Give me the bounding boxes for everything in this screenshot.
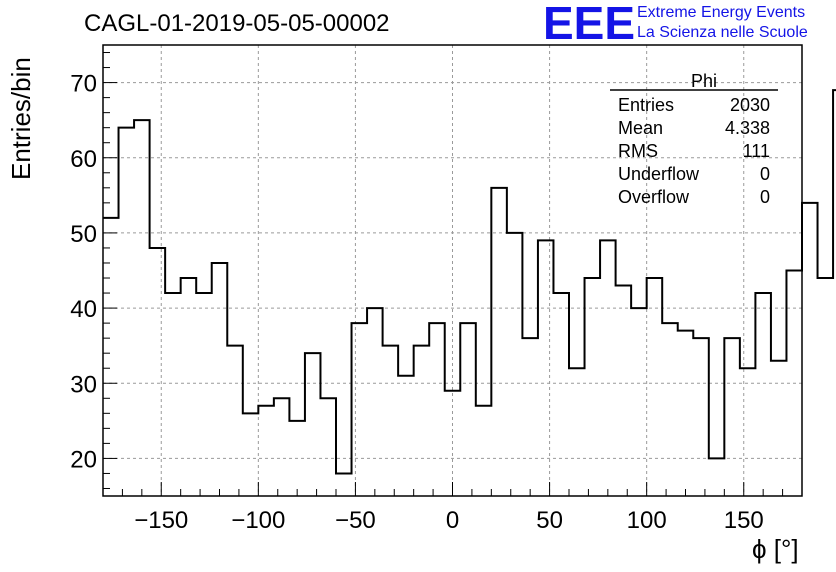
histogram-bin: [724, 338, 740, 496]
histogram-bin: [802, 203, 818, 496]
histogram-bin: [367, 308, 383, 496]
histogram-bin: [103, 218, 119, 496]
histogram-bin: [585, 278, 601, 496]
histogram-bin: [445, 391, 461, 496]
x-tick-label: 0: [446, 507, 459, 534]
histogram-bin: [119, 128, 135, 496]
logo-text-line2: La Scienza nelle Scuole: [637, 24, 808, 41]
stats-label: RMS: [618, 141, 658, 161]
stats-value: 2030: [730, 95, 770, 115]
y-tick-label: 40: [70, 296, 97, 323]
histogram-bin: [507, 233, 523, 496]
stats-label: Overflow: [618, 187, 690, 207]
histogram-bin: [755, 293, 771, 496]
histogram-bin: [274, 398, 290, 496]
stats-value: 0: [760, 164, 770, 184]
x-tick-label: −100: [231, 507, 285, 534]
histogram-bin: [134, 120, 150, 496]
histogram-bin: [491, 188, 507, 496]
histogram-bin: [227, 346, 243, 496]
histogram-bin: [678, 331, 694, 496]
chart-title: CAGL-01-2019-05-05-00002: [84, 10, 390, 37]
histogram-bin: [398, 376, 414, 496]
x-tick-label: 50: [536, 507, 563, 534]
stats-value: 0: [760, 187, 770, 207]
histogram-bin: [414, 346, 430, 496]
logo-text-line1: Extreme Energy Events: [637, 4, 806, 21]
y-tick-label: 60: [70, 146, 97, 173]
histogram-bin: [522, 338, 538, 496]
histogram-bin: [600, 240, 616, 496]
histogram-bin: [429, 323, 445, 496]
histogram-bin: [647, 278, 663, 496]
y-tick-label: 70: [70, 71, 97, 98]
x-tick-label: 100: [627, 507, 667, 534]
x-tick-label: −150: [134, 507, 188, 534]
histogram-bin: [740, 368, 756, 496]
stats-title: Phi: [691, 71, 717, 91]
histogram-bin: [258, 406, 274, 496]
histogram-bin: [243, 413, 259, 496]
histogram-bin: [460, 323, 476, 496]
stats-value: 4.338: [725, 118, 770, 138]
histogram-series: [103, 89, 836, 497]
histogram-bin: [616, 286, 632, 496]
histogram-bin: [320, 398, 336, 496]
histogram-bin: [165, 293, 181, 496]
histogram-bin: [538, 240, 554, 496]
y-tick-label: 20: [70, 446, 97, 473]
histogram-bin: [289, 421, 305, 496]
histogram-bin: [305, 353, 321, 496]
histogram-bin: [336, 473, 352, 496]
histogram-bin: [181, 278, 197, 496]
stats-value: 111: [743, 141, 770, 161]
histogram-bin: [771, 361, 787, 496]
x-tick-label: −50: [335, 507, 376, 534]
histogram-bin: [352, 323, 368, 496]
x-axis-label: ϕ [°]: [752, 534, 799, 564]
histogram-bin: [818, 278, 834, 496]
histogram-bin: [383, 346, 399, 496]
histogram-bin: [476, 406, 492, 496]
x-tick-label: 150: [724, 507, 764, 534]
histogram-bin: [709, 458, 725, 496]
stats-label: Underflow: [618, 164, 700, 184]
histogram-bin: [693, 338, 709, 496]
histogram-bin: [553, 293, 569, 496]
y-tick-label: 30: [70, 371, 97, 398]
stats-label: Entries: [618, 95, 674, 115]
grid-lines: [103, 45, 802, 496]
histogram-bin: [662, 323, 678, 496]
histogram-bin: [569, 368, 585, 496]
histogram-bin: [631, 308, 647, 496]
histogram-bin: [196, 293, 212, 496]
y-tick-label: 50: [70, 221, 97, 248]
histogram-bin: [212, 263, 228, 496]
histogram-bin: [786, 271, 802, 497]
histogram-bin: [150, 248, 166, 496]
stats-label: Mean: [618, 118, 663, 138]
stats-box: Phi Entries 2030 Mean 4.338 RMS 111 Underflow 0 O…: [610, 71, 778, 207]
eee-logo-mark: EEE: [543, 0, 636, 49]
histogram-step-line: [103, 89, 836, 475]
